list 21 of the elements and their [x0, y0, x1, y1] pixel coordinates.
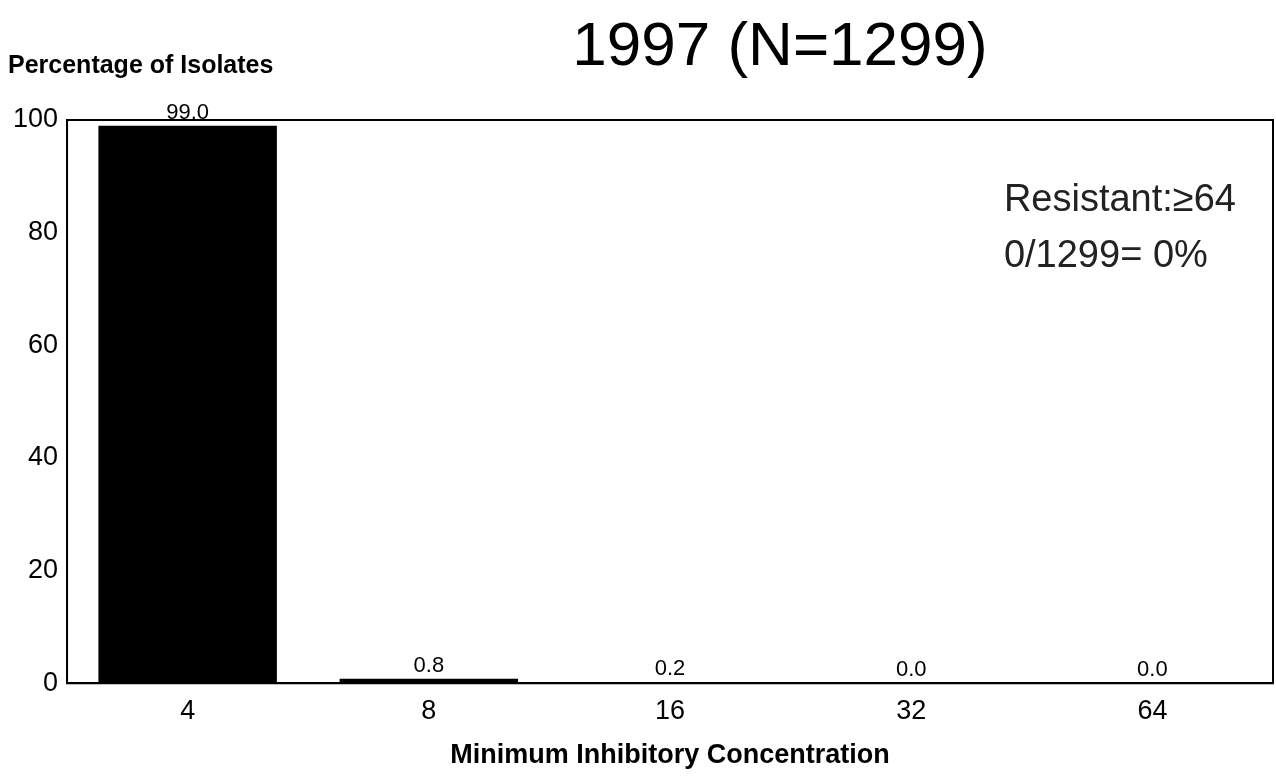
data-label: 0.2	[654, 655, 686, 681]
chart-title: 1997 (N=1299)	[571, 8, 989, 79]
data-label: 0.0	[1137, 656, 1168, 682]
data-label: 0.8	[413, 651, 445, 677]
annotation: Resistant:≥64	[1003, 176, 1236, 221]
y-tick-label: 100	[12, 103, 59, 134]
y-axis-title: Percentage of Isolates	[8, 50, 274, 79]
y-tick-label: 60	[28, 328, 59, 359]
x-tick-label: 32	[896, 694, 927, 725]
y-tick-label: 20	[28, 554, 59, 585]
annotation: 0/1299= 0%	[1003, 232, 1209, 277]
y-tick-label: 80	[28, 216, 59, 247]
x-axis-title: Minimum Inhibitory Concentration	[450, 739, 890, 770]
x-tick-label: 8	[421, 694, 437, 725]
y-tick-label: 0	[43, 666, 59, 697]
x-tick-label: 64	[1137, 694, 1168, 725]
x-tick-label: 16	[655, 694, 686, 725]
data-label: 99.0	[166, 98, 210, 124]
x-tick-label: 4	[180, 694, 196, 725]
y-tick-label: 40	[28, 441, 59, 472]
data-label: 0.0	[895, 656, 927, 682]
